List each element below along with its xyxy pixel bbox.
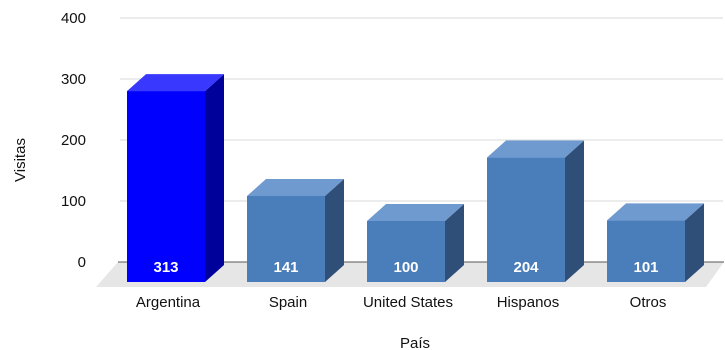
bar-top bbox=[367, 204, 464, 221]
bar-side bbox=[205, 74, 224, 282]
bar-front bbox=[487, 157, 565, 282]
bar-spain: 141 bbox=[247, 178, 344, 282]
x-tick-label: Otros bbox=[630, 294, 667, 311]
y-tick-label: 400 bbox=[61, 10, 86, 27]
x-tick-label: Hispanos bbox=[497, 294, 560, 311]
data-label: 313 bbox=[153, 259, 178, 276]
x-axis-ticks: Argentina Spain United States Hispanos Otros bbox=[136, 294, 666, 311]
x-tick-label: Spain bbox=[269, 294, 307, 311]
y-tick-label: 200 bbox=[61, 132, 86, 149]
data-label: 101 bbox=[633, 259, 658, 276]
y-tick-label: 0 bbox=[78, 254, 86, 271]
y-axis-ticks: 0 100 200 300 400 bbox=[61, 10, 86, 271]
bar-side bbox=[685, 203, 704, 282]
x-axis-label: País bbox=[400, 335, 430, 350]
y-axis-label: Visitas bbox=[12, 138, 29, 182]
data-label: 141 bbox=[273, 259, 298, 276]
y-tick-label: 100 bbox=[61, 193, 86, 210]
bar-front bbox=[367, 221, 445, 282]
bar-otros: 101 bbox=[607, 203, 704, 282]
bar-hispanos: 204 bbox=[487, 140, 584, 282]
bar-united-states: 100 bbox=[367, 204, 464, 282]
bar-argentina: 313 bbox=[127, 74, 224, 282]
bar-front bbox=[607, 220, 685, 282]
x-tick-label: Argentina bbox=[136, 294, 201, 311]
bar-top bbox=[607, 203, 704, 221]
bars: 313 141 100 204 101 bbox=[127, 74, 704, 282]
bar-side bbox=[325, 178, 344, 282]
x-tick-label: United States bbox=[363, 294, 453, 311]
data-label: 100 bbox=[393, 259, 418, 276]
bar-top bbox=[127, 74, 224, 92]
bar-front bbox=[247, 195, 325, 282]
bar-front bbox=[127, 91, 205, 282]
bar-top bbox=[247, 178, 344, 196]
y-tick-label: 300 bbox=[61, 71, 86, 88]
bar-top bbox=[487, 140, 584, 158]
data-label: 204 bbox=[513, 259, 539, 276]
bar-side bbox=[565, 140, 584, 282]
bar-side bbox=[445, 204, 464, 282]
